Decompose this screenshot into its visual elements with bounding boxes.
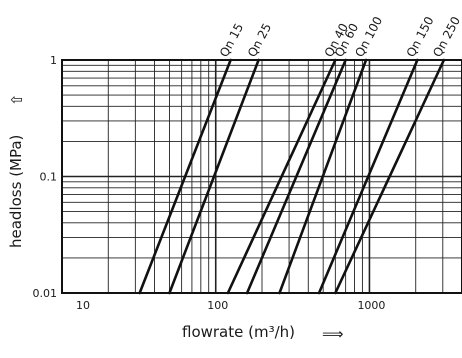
series-line bbox=[317, 58, 419, 295]
x-axis-arrow: ⟹ bbox=[322, 325, 344, 343]
series-label: Qn 100 bbox=[352, 14, 385, 59]
x-tick-labels: 10 100 1000 bbox=[76, 299, 385, 312]
x-tick-label: 1000 bbox=[357, 299, 385, 312]
y-tick-label: 0.1 bbox=[40, 171, 58, 184]
x-tick-label: 100 bbox=[207, 299, 228, 312]
y-axis-arrow: ⇧ bbox=[8, 93, 26, 106]
series-label: Qn 25 bbox=[245, 21, 274, 59]
y-tick-labels: 0.01 0.1 1 bbox=[33, 54, 58, 300]
x-axis-title: flowrate (m³/h) bbox=[182, 323, 295, 341]
series-line bbox=[168, 58, 260, 295]
series-label: Qn 15 bbox=[217, 21, 246, 59]
y-axis-title: headloss (MPa) bbox=[7, 135, 25, 248]
plot-frame bbox=[61, 59, 462, 294]
series-line bbox=[245, 58, 347, 295]
series-line bbox=[138, 58, 232, 295]
x-tick-label: 10 bbox=[76, 299, 90, 312]
series-lines bbox=[138, 58, 446, 295]
series-line bbox=[226, 58, 337, 295]
y-tick-label: 1 bbox=[50, 54, 57, 67]
y-tick-label: 0.01 bbox=[33, 287, 58, 300]
series-line bbox=[278, 58, 368, 295]
series-line bbox=[334, 58, 446, 295]
